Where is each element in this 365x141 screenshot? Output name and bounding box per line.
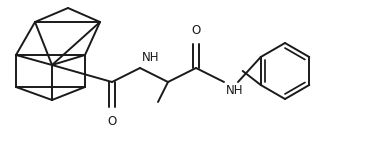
Text: NH: NH [142,51,160,64]
Text: O: O [107,115,117,128]
Text: NH: NH [226,84,243,97]
Text: O: O [191,24,201,37]
